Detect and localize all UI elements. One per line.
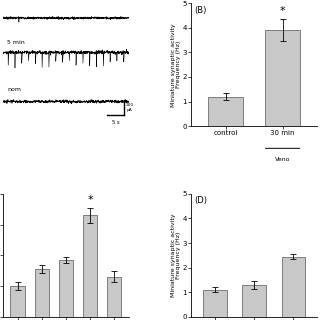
Bar — [208, 97, 243, 126]
Text: *: * — [280, 6, 285, 16]
Text: 200
pA: 200 pA — [126, 103, 134, 112]
Bar — [266, 30, 300, 126]
Text: 5 min: 5 min — [7, 40, 25, 45]
Text: (D): (D) — [194, 196, 207, 205]
Text: Veno: Veno — [275, 157, 290, 162]
Y-axis label: Miniature synaptic activity
Frequency (Hz): Miniature synaptic activity Frequency (H… — [171, 23, 181, 107]
Bar — [282, 257, 305, 317]
Bar — [59, 260, 73, 317]
Bar — [107, 277, 121, 317]
Bar — [83, 215, 97, 317]
Text: (B): (B) — [194, 6, 206, 15]
Text: nom: nom — [7, 87, 21, 92]
Bar — [203, 290, 227, 317]
Text: 5 s: 5 s — [112, 120, 119, 125]
Bar — [35, 269, 49, 317]
Bar — [242, 285, 266, 317]
Y-axis label: Miniature synaptic activity
Frequency (Hz): Miniature synaptic activity Frequency (H… — [171, 213, 181, 297]
Text: *: * — [87, 195, 93, 205]
Bar — [11, 286, 25, 317]
